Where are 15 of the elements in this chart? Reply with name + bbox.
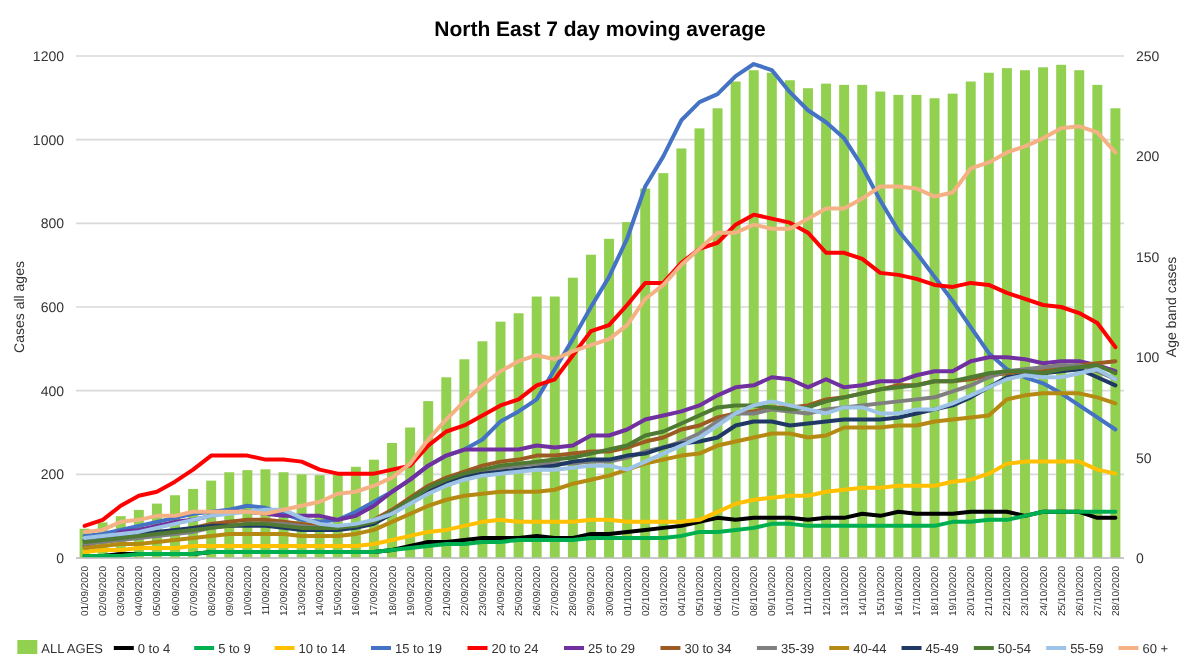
- bar: [929, 98, 940, 558]
- line-series: [82, 212, 1118, 528]
- line-series: [82, 391, 1118, 550]
- line-series: [82, 509, 1118, 558]
- bar: [1056, 64, 1067, 558]
- bar: [983, 72, 994, 558]
- bar: [766, 72, 777, 558]
- bar: [1001, 68, 1012, 558]
- chart-title: North East 7 day moving average: [434, 18, 767, 42]
- bar: [748, 70, 759, 558]
- bar: [1074, 70, 1085, 558]
- bar: [1020, 70, 1030, 558]
- line-series: [82, 459, 1118, 554]
- bar: [1038, 67, 1049, 558]
- bar: [730, 81, 741, 558]
